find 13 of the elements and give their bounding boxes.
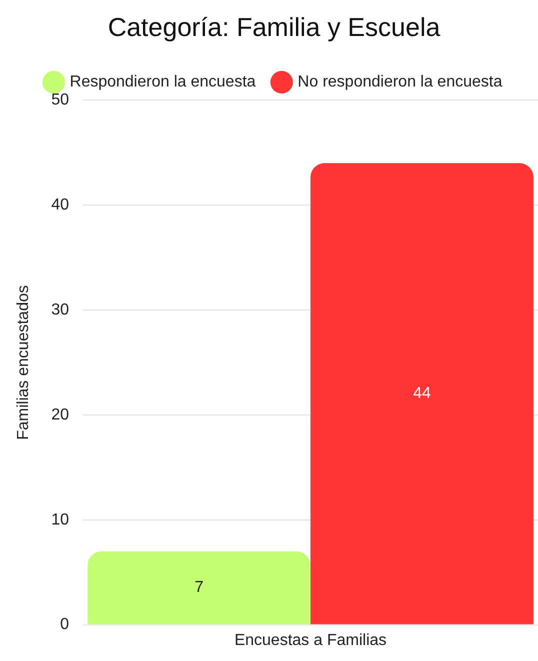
y-tick-label: 50: [51, 92, 70, 109]
data-label: 7: [194, 579, 204, 596]
y-tick-label: 0: [60, 616, 70, 634]
legend-label: No respondieron la encuesta: [298, 74, 502, 91]
y-tick-label: 10: [51, 511, 70, 528]
data-label: 44: [413, 385, 431, 402]
legend-label: Respondieron la encuesta: [70, 74, 256, 91]
y-tick-label: 20: [51, 406, 70, 424]
y-tick-label: 30: [51, 301, 70, 318]
y-tick-label: 40: [51, 196, 70, 214]
chart-title: Categoría: Familia y Escuela: [108, 12, 441, 42]
x-tick-label: Encuestas a Familias: [234, 632, 387, 649]
y-axis-title: Familias encuestados: [15, 285, 32, 440]
